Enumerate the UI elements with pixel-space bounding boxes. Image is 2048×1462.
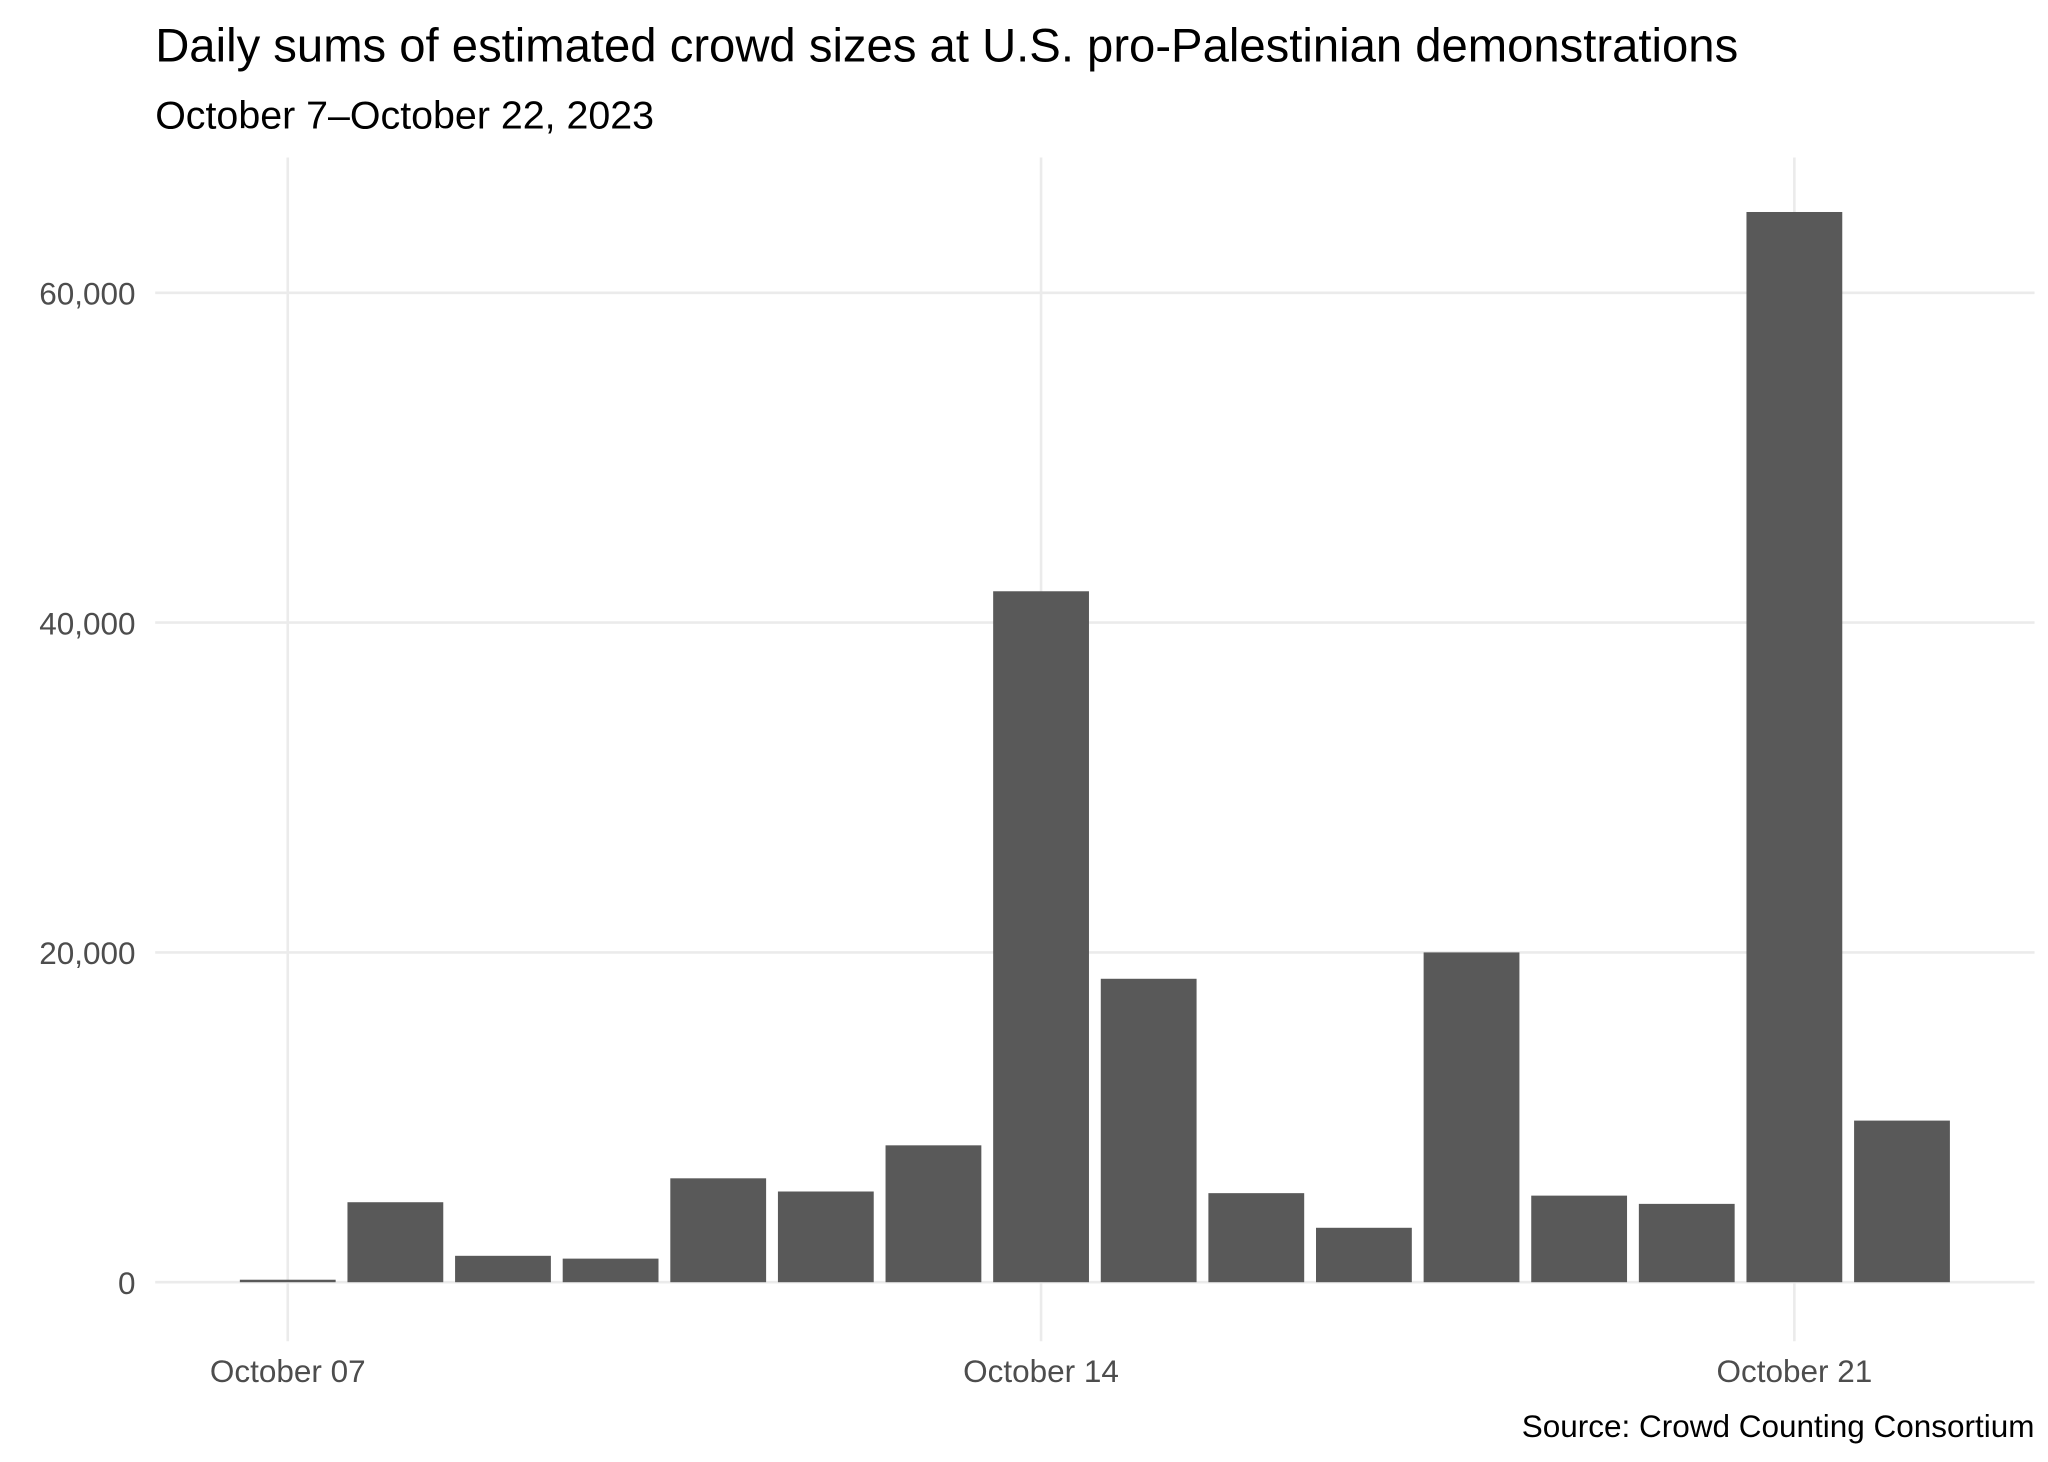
bar-2023-10-16: [1208, 1193, 1305, 1283]
bar-2023-10-07: [239, 1279, 336, 1283]
chart-caption: Source: Crowd Counting Consortium: [1522, 1408, 2035, 1444]
y-tick-label: 40,000: [39, 605, 135, 641]
bar-2023-10-19: [1531, 1195, 1628, 1283]
bars: [239, 211, 1950, 1283]
bar-2023-10-20: [1638, 1203, 1735, 1283]
bar-2023-10-12: [777, 1191, 874, 1283]
y-tick-label: 60,000: [39, 276, 135, 312]
bar-2023-10-13: [885, 1145, 982, 1283]
x-tick-label: October 14: [963, 1353, 1119, 1389]
bar-2023-10-17: [1316, 1227, 1412, 1283]
y-axis-ticks: 0 20,000 40,000 60,000: [39, 276, 135, 1301]
x-tick-label: October 07: [210, 1353, 366, 1389]
chart-subtitle: October 7–October 22, 2023: [155, 94, 654, 138]
bar-2023-10-14: [993, 591, 1089, 1283]
x-tick-label: October 21: [1716, 1353, 1872, 1389]
bar-2023-10-15: [1100, 978, 1197, 1283]
bar-2023-10-18: [1423, 952, 1520, 1283]
chart-title: Daily sums of estimated crowd sizes at U…: [155, 20, 1738, 73]
bar-2023-10-09: [455, 1255, 551, 1283]
bar-2023-10-08: [347, 1202, 444, 1283]
bar-2023-10-10: [562, 1258, 659, 1283]
y-tick-label: 0: [118, 1265, 136, 1301]
y-tick-label: 20,000: [39, 935, 135, 971]
bar-2023-10-21: [1746, 211, 1843, 1283]
bar-2023-10-22: [1854, 1120, 1950, 1283]
x-axis-ticks: October 07 October 14 October 21: [210, 1353, 1872, 1389]
bar-2023-10-11: [670, 1178, 767, 1283]
